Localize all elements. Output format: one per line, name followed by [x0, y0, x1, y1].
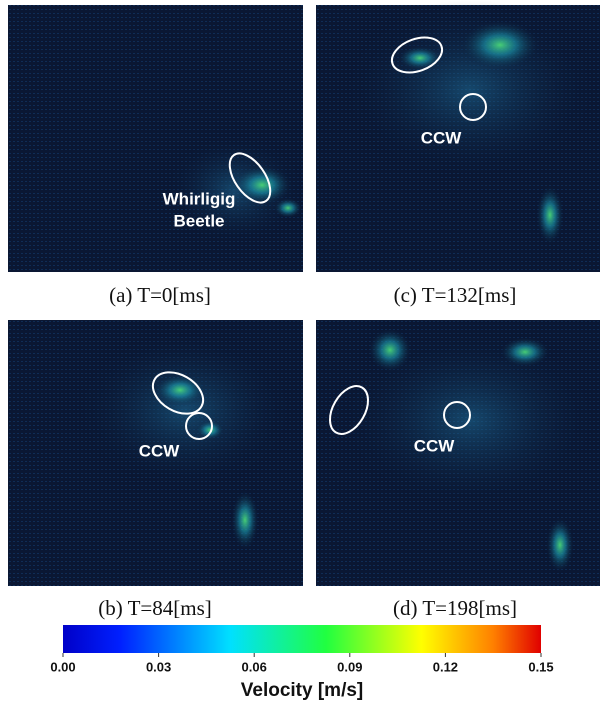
- blob: [398, 46, 442, 70]
- panel-d: [316, 320, 600, 586]
- tick-label: 0.12: [433, 659, 458, 674]
- tick-label: 0.03: [146, 659, 171, 674]
- blob: [154, 374, 206, 406]
- colorbar: [63, 625, 541, 653]
- panel-a: [8, 5, 305, 272]
- annotation: CCW: [414, 436, 456, 455]
- tick-label: 0.06: [242, 659, 267, 674]
- figure: (a) T=0[ms] (c) T=132[ms] (b) T=84[ms] (…: [0, 0, 605, 706]
- caption: (a) T=0[ms]: [109, 283, 211, 307]
- tick-label: 0.00: [50, 659, 75, 674]
- caption: (c) T=132[ms]: [394, 283, 517, 307]
- colorbar-label: Velocity [m/s]: [241, 680, 364, 701]
- tick-label: 0.09: [337, 659, 362, 674]
- haze: [75, 330, 295, 490]
- tick-label: 0.15: [528, 659, 553, 674]
- blob: [546, 517, 574, 573]
- blob: [460, 20, 540, 70]
- caption: (d) T=198[ms]: [393, 596, 517, 620]
- blob: [274, 198, 302, 218]
- colorbar-ticks: 0.00 0.03 0.06 0.09 0.12 0.15: [50, 653, 553, 674]
- caption: (b) T=84[ms]: [98, 596, 212, 620]
- annotation: Whirligig: [163, 189, 236, 208]
- blob: [536, 185, 564, 245]
- annotation: CCW: [421, 128, 463, 147]
- blob: [196, 420, 224, 440]
- blob: [500, 337, 550, 367]
- blob: [368, 328, 412, 372]
- annotation: CCW: [139, 441, 181, 460]
- blob: [231, 490, 259, 550]
- annotation: Beetle: [173, 211, 224, 230]
- haze: [340, 0, 600, 180]
